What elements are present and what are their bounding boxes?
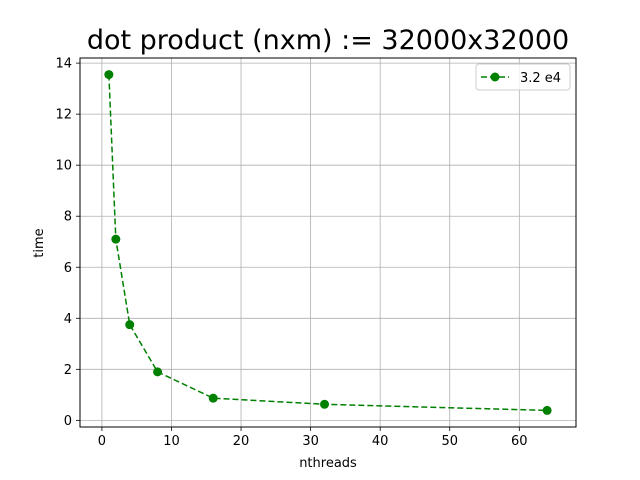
plot-frame <box>79 57 577 428</box>
series-layer <box>104 70 552 415</box>
y-tick-label: 10 <box>55 159 72 174</box>
x-tick-label: 30 <box>302 434 319 449</box>
x-axis-label: nthreads <box>299 456 357 471</box>
chart-title: dot product (nxm) := 32000x32000 <box>87 25 569 56</box>
x-tick-label: 40 <box>372 434 389 449</box>
data-point <box>125 320 135 330</box>
grid <box>80 58 576 427</box>
y-tick-label: 14 <box>55 57 72 72</box>
x-tick-label: 20 <box>233 434 250 449</box>
data-point <box>542 405 552 415</box>
y-tick-label: 8 <box>64 210 72 225</box>
legend-label: 3.2 e4 <box>520 71 561 86</box>
x-tick-label: 10 <box>163 434 180 449</box>
y-tick-label: 12 <box>55 108 72 123</box>
data-point <box>320 399 330 409</box>
legend-marker <box>490 72 500 82</box>
x-tick-label: 60 <box>511 434 528 449</box>
y-tick-label: 2 <box>64 363 72 378</box>
y-axis-label: time <box>32 228 47 257</box>
data-point <box>208 393 218 403</box>
data-point <box>153 367 163 377</box>
data-point <box>104 70 114 80</box>
series-line <box>108 74 548 412</box>
legend-box <box>475 63 571 91</box>
data-point <box>111 234 121 244</box>
x-tick-label: 50 <box>441 434 458 449</box>
x-axis: 0 10 20 30 40 50 60 <box>98 427 528 449</box>
x-tick-label: 0 <box>98 434 106 449</box>
y-axis: 0 2 4 6 8 10 12 14 <box>55 57 80 429</box>
legend: 3.2 e4 <box>475 63 571 91</box>
y-tick-label: 6 <box>64 261 72 276</box>
y-tick-label: 4 <box>64 312 72 327</box>
y-tick-label: 0 <box>64 414 72 429</box>
